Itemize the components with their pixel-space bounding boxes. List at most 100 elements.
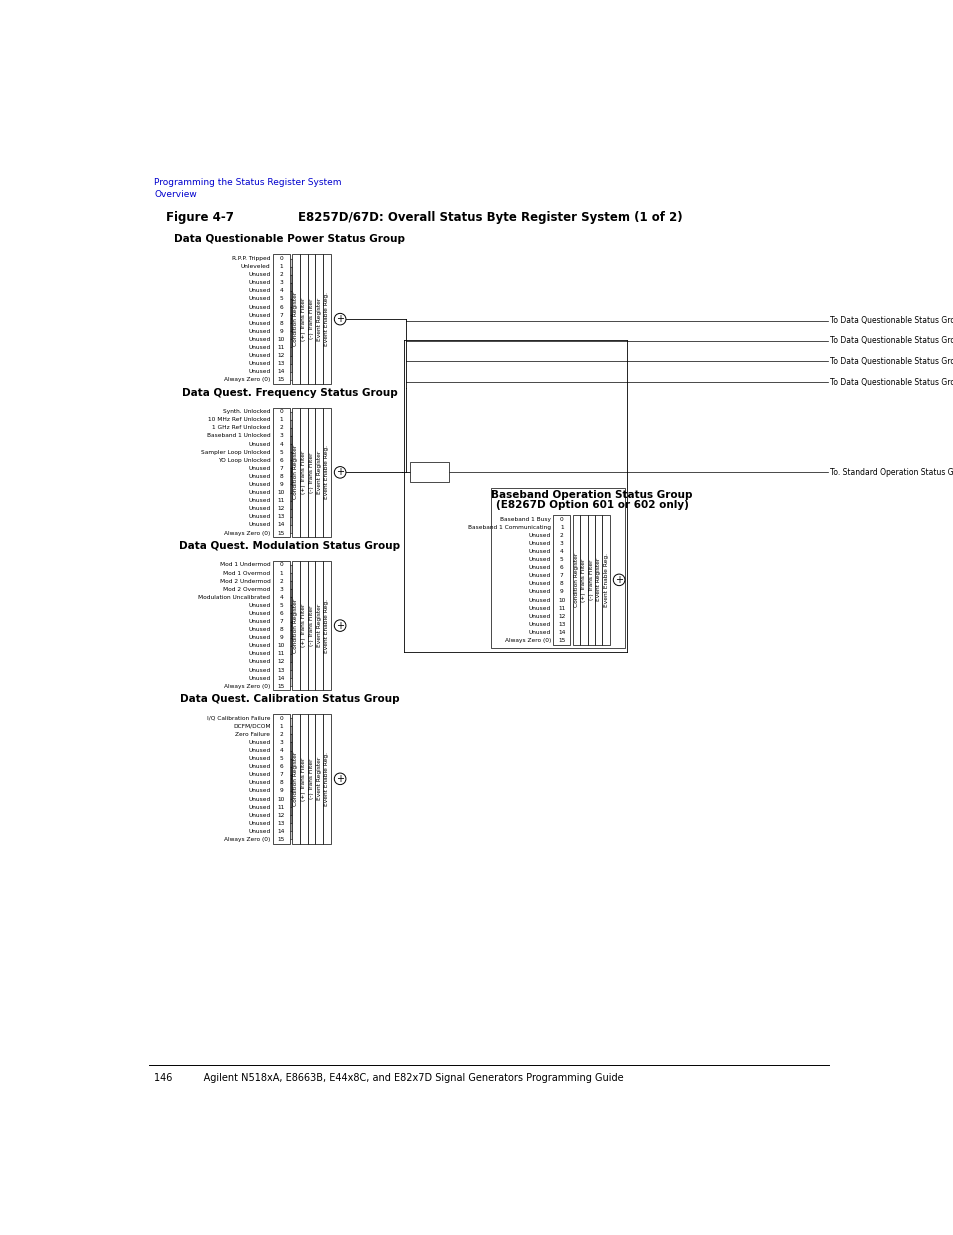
Text: Unused: Unused [528, 566, 550, 571]
Text: 10: 10 [277, 643, 285, 648]
Text: 1: 1 [559, 525, 563, 530]
Text: 4: 4 [279, 442, 283, 447]
Text: Unused: Unused [248, 514, 270, 520]
Text: 8: 8 [279, 627, 283, 632]
Text: DCFM/DCOM: DCFM/DCOM [233, 724, 270, 729]
Text: Unused: Unused [248, 288, 270, 294]
Text: (+) Trans Filter: (+) Trans Filter [580, 558, 586, 601]
Text: Event Enable Reg.: Event Enable Reg. [324, 752, 329, 805]
Bar [553, 515, 570, 645]
Text: 8: 8 [279, 781, 283, 785]
Text: 14: 14 [277, 829, 285, 834]
Text: Unused: Unused [248, 474, 270, 479]
Text: Event Register: Event Register [316, 298, 321, 341]
Text: Data Questionable Power Status Group: Data Questionable Power Status Group [174, 235, 405, 245]
Text: Mod 1 Undermod: Mod 1 Undermod [219, 562, 270, 567]
Text: Sampler Loop Unlocked: Sampler Loop Unlocked [201, 450, 270, 454]
Text: 13: 13 [558, 622, 565, 627]
Text: To Data Questionable Status Group #3: To Data Questionable Status Group #3 [829, 316, 953, 325]
Text: Unused: Unused [248, 337, 270, 342]
Text: 3: 3 [279, 433, 283, 438]
Text: 13: 13 [277, 514, 285, 520]
Text: Unused: Unused [248, 296, 270, 301]
Circle shape [334, 467, 346, 478]
Text: 1: 1 [279, 264, 283, 269]
Bar [292, 408, 299, 537]
Bar [273, 561, 290, 690]
Text: 12: 12 [277, 813, 285, 818]
Text: 6: 6 [279, 305, 283, 310]
Bar [307, 714, 315, 844]
Text: Unused: Unused [248, 305, 270, 310]
Text: Unused: Unused [248, 756, 270, 761]
Text: 8: 8 [559, 582, 563, 587]
Bar [307, 561, 315, 690]
Text: Unused: Unused [248, 627, 270, 632]
Text: Unused: Unused [248, 748, 270, 753]
Text: Unused: Unused [528, 622, 550, 627]
Text: (+) Trans Filter: (+) Trans Filter [301, 757, 306, 800]
Text: +: + [335, 467, 344, 478]
Text: Overview: Overview [154, 190, 196, 199]
Text: Unused: Unused [248, 272, 270, 277]
Text: 9: 9 [559, 589, 563, 594]
Text: (-) Trans Filter: (-) Trans Filter [309, 452, 314, 493]
Text: 14: 14 [277, 522, 285, 527]
Text: 3: 3 [559, 541, 563, 546]
Circle shape [613, 574, 624, 585]
Text: To Data Questionable Status Group #8: To Data Questionable Status Group #8 [829, 378, 953, 387]
Text: Event Enable Reg.: Event Enable Reg. [324, 599, 329, 652]
Text: Unused: Unused [248, 797, 270, 802]
Text: 15: 15 [558, 638, 565, 643]
Text: 0: 0 [559, 516, 563, 521]
Bar [299, 254, 307, 384]
Text: Always Zero (0): Always Zero (0) [224, 684, 270, 689]
Text: Unused: Unused [248, 668, 270, 673]
Text: 15: 15 [277, 531, 285, 536]
Text: 0: 0 [279, 562, 283, 567]
Bar [601, 515, 609, 645]
Text: Unused: Unused [528, 605, 550, 610]
Text: Unused: Unused [528, 573, 550, 578]
Text: 5: 5 [279, 450, 283, 454]
Text: Unused: Unused [248, 321, 270, 326]
Bar [315, 254, 323, 384]
Text: Unused: Unused [248, 676, 270, 680]
Text: Unused: Unused [248, 821, 270, 826]
Text: Unused: Unused [528, 630, 550, 635]
Text: To. Standard Operation Status Group #10: To. Standard Operation Status Group #10 [829, 468, 953, 477]
Text: Unused: Unused [248, 772, 270, 777]
Text: 0: 0 [279, 409, 283, 414]
Text: Unused: Unused [248, 369, 270, 374]
Text: Event Register: Event Register [316, 757, 321, 800]
Text: 6: 6 [279, 764, 283, 769]
Text: Unused: Unused [528, 582, 550, 587]
Text: Unused: Unused [248, 603, 270, 608]
Text: 10 MHz Ref Unlocked: 10 MHz Ref Unlocked [208, 417, 270, 422]
Text: 12: 12 [277, 353, 285, 358]
Text: Unused: Unused [528, 532, 550, 538]
Text: 11: 11 [277, 651, 285, 656]
Text: Unused: Unused [248, 740, 270, 745]
Text: Unused: Unused [248, 466, 270, 471]
Text: 15: 15 [277, 684, 285, 689]
Text: Unused: Unused [528, 589, 550, 594]
Text: Unused: Unused [248, 312, 270, 317]
Text: +: + [335, 621, 344, 631]
Text: 5: 5 [279, 756, 283, 761]
Text: Mod 2 Undermod: Mod 2 Undermod [219, 579, 270, 584]
Text: Condition Register: Condition Register [574, 553, 578, 606]
Text: Always Zero (0): Always Zero (0) [224, 531, 270, 536]
Circle shape [334, 620, 346, 631]
Text: Unused: Unused [248, 788, 270, 793]
Bar [323, 254, 331, 384]
Text: I/Q Calibration Failure: I/Q Calibration Failure [207, 716, 270, 721]
Text: Unused: Unused [248, 781, 270, 785]
Text: Unleveled: Unleveled [240, 264, 270, 269]
Text: Data Quest. Frequency Status Group: Data Quest. Frequency Status Group [182, 388, 397, 398]
Text: 1: 1 [279, 724, 283, 729]
Text: 10: 10 [277, 337, 285, 342]
Text: Baseband 1 Communicating: Baseband 1 Communicating [467, 525, 550, 530]
Text: 1: 1 [279, 417, 283, 422]
Text: Unused: Unused [248, 498, 270, 503]
